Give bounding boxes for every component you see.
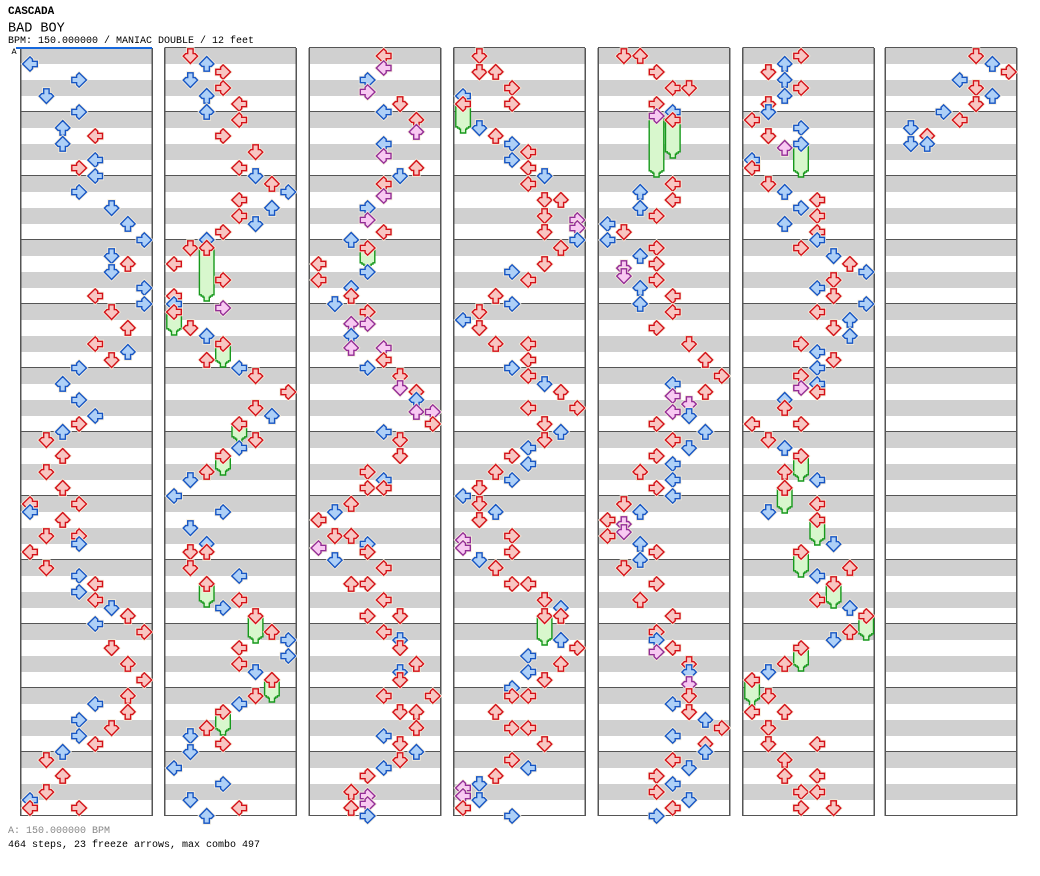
svg-text:BPM: 150.000000 / MANIAC DOUBL: BPM: 150.000000 / MANIAC DOUBLE / 12 fee… — [8, 35, 254, 47]
svg-text:A: 150.000000 BPM: A: 150.000000 BPM — [8, 826, 110, 837]
svg-text:CASCADA: CASCADA — [8, 6, 55, 18]
svg-text:A: A — [12, 47, 18, 57]
svg-text:BAD BOY: BAD BOY — [8, 22, 65, 37]
svg-text:464 steps, 23 freeze arrows, m: 464 steps, 23 freeze arrows, max combo 4… — [8, 839, 260, 851]
